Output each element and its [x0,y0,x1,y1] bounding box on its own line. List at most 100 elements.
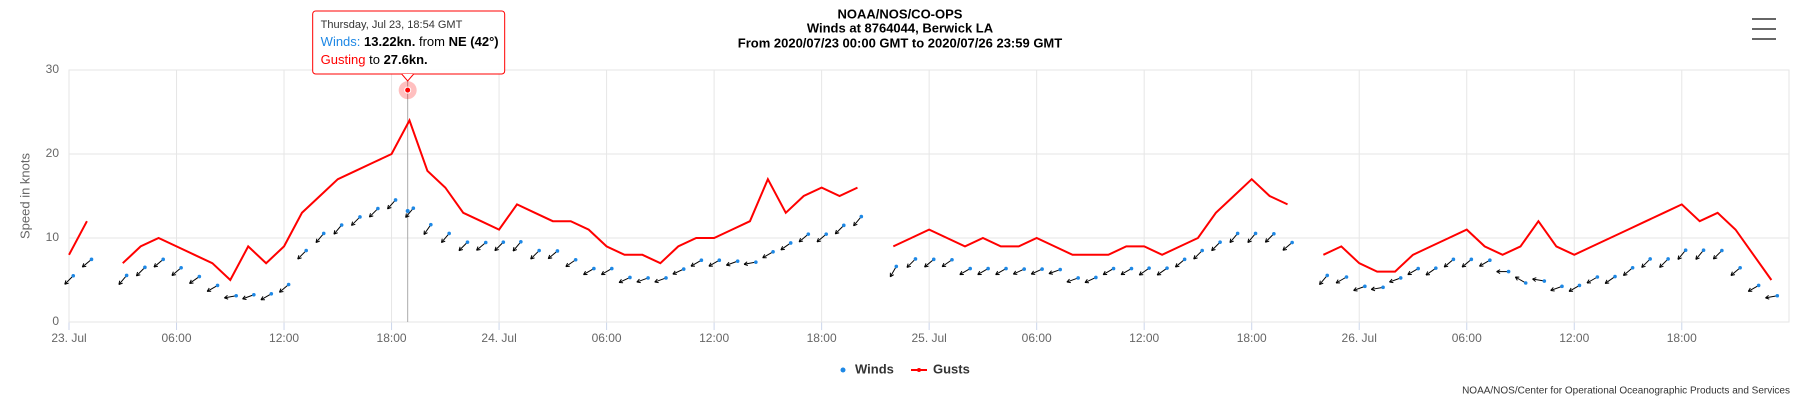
arrow-shaft [423,224,432,235]
arrow-shaft [959,268,971,276]
arrow-head [458,246,463,252]
wind-arrow [762,250,775,259]
wind-arrow [1282,240,1294,251]
wind-arrow [405,206,416,218]
arrow-head [924,263,929,268]
arrow-shaft [1443,258,1454,268]
arrow-shaft [1048,269,1061,275]
arrow-head [512,246,518,252]
wind-dot [483,240,488,245]
arrow-shaft [1479,259,1491,267]
wind-dot [592,266,596,271]
wind-dot [1165,266,1169,270]
arrow-shaft [547,250,558,260]
x-tick-label: 23. Jul [51,331,86,345]
arrow-shaft [941,259,953,268]
arrow-shaft [1175,258,1185,268]
wind-arrow [889,264,899,278]
y-tick-label: 30 [46,62,60,76]
y-tick-label: 20 [46,146,60,160]
x-tick-label: 18:00 [377,331,407,345]
arrow-head [297,255,302,260]
wind-dot [950,257,954,262]
wind-arrow [1012,267,1026,275]
wind-arrow [1514,276,1528,285]
wind-arrow [1622,265,1635,276]
wind-arrow [780,241,793,251]
arrow-head [1282,246,1287,251]
arrow-shaft [780,242,791,251]
y-tick-label: 0 [52,314,59,328]
x-tick-label: 06:00 [162,331,192,345]
wind-arrow [583,266,596,276]
arrow-shaft [441,233,450,243]
arrow-shaft [834,225,845,235]
arrow-shaft [351,216,361,226]
arrow-shaft [1013,268,1025,275]
arrow-shaft [153,258,164,268]
arrow-head [1229,238,1234,244]
arrow-head [600,270,606,276]
wind-dot [1094,275,1098,280]
arrow-shaft [136,267,146,277]
arrow-head [889,272,894,278]
wind-dot [339,223,344,227]
wind-dot [179,265,183,270]
wind-arrow [1102,266,1116,276]
wind-arrow [476,240,488,251]
arrow-head [387,204,392,210]
wind-arrow [600,266,614,276]
arrow-head [1712,255,1718,260]
y-tick-label: 10 [46,230,60,244]
arrow-shaft [1193,250,1203,260]
arrow-head [1102,270,1108,276]
arrow-head [1407,270,1412,276]
wind-dot [537,248,541,253]
arrow-shaft [1748,284,1759,292]
wind-arrow [1532,277,1547,283]
arrow-head [1156,271,1162,276]
x-tick-label: 18:00 [1667,331,1697,345]
wind-arrow [224,293,238,300]
arrow-shaft [1247,233,1256,243]
wind-arrow [1264,231,1276,243]
arrow-shaft [924,258,935,268]
arrow-shaft [512,241,522,252]
tooltip-part: Winds: [321,34,361,49]
wind-dot [573,257,578,262]
arrow-head [315,238,320,244]
wind-arrow [1389,276,1403,284]
arrow-shaft [1066,277,1079,283]
wind-dot [161,257,165,262]
arrow-head [81,263,87,268]
arrow-head [1084,279,1090,284]
arrow-head [690,262,696,267]
arrow-shaft [565,259,576,268]
wind-dot [913,257,918,261]
arrow-head [959,270,964,276]
wind-dot [824,232,829,236]
arrow-shaft [1031,268,1043,275]
x-tick-label: 12:00 [269,331,299,345]
wind-arrow [297,248,308,260]
arrow-shaft [224,295,237,299]
x-tick-label: 12:00 [699,331,729,345]
wind-arrow [1586,275,1600,284]
wind-dot [1344,275,1349,279]
arrow-shaft [1138,267,1150,276]
menu-button[interactable] [1748,12,1780,44]
wind-arrow [1550,284,1564,292]
tooltip-part: to [369,52,380,67]
arrow-head [153,263,159,268]
arrow-head [654,278,659,284]
arrow-head [1496,269,1501,274]
wind-arrow [1174,257,1187,268]
wind-arrow [1138,266,1151,276]
arrow-shaft [1713,250,1723,260]
wind-dot [1434,266,1438,270]
wind-arrow [81,257,94,268]
arrow-head [1586,279,1591,284]
wind-dot [1290,240,1294,245]
arrow-head [118,280,123,286]
